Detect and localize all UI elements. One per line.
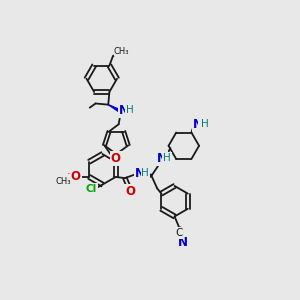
Text: O: O (71, 169, 81, 182)
Text: N: N (157, 152, 166, 165)
Text: N: N (119, 104, 129, 117)
Text: H: H (200, 119, 208, 130)
Text: N: N (178, 236, 188, 249)
Text: O: O (71, 169, 81, 182)
Text: CH₃: CH₃ (114, 47, 129, 56)
Text: N: N (192, 118, 203, 131)
Polygon shape (108, 105, 122, 113)
Text: H: H (126, 105, 134, 116)
Text: N: N (135, 167, 145, 179)
Text: methoxy: methoxy (68, 173, 74, 174)
Text: O: O (125, 185, 135, 198)
Text: C: C (176, 228, 183, 238)
Polygon shape (143, 174, 152, 177)
Text: H: H (199, 119, 207, 130)
Text: H: H (163, 153, 171, 163)
Text: CH₃: CH₃ (55, 177, 71, 186)
Text: H: H (141, 168, 149, 178)
Text: Cl: Cl (86, 184, 97, 194)
Text: O: O (111, 152, 121, 165)
